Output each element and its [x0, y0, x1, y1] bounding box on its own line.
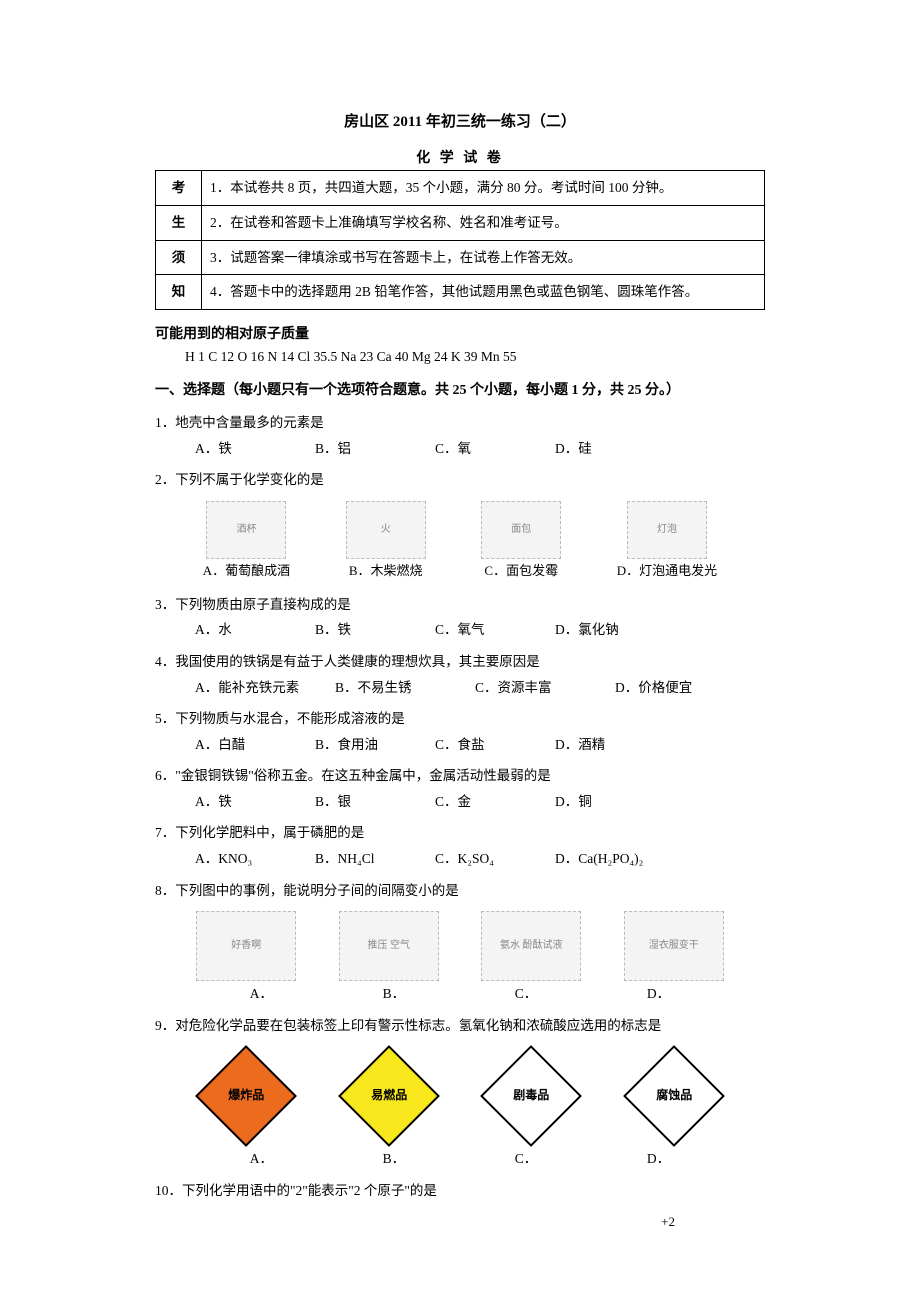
q1-stem: 1．地壳中含量最多的元素是 — [155, 412, 765, 434]
page-subtitle: 化 学 试 卷 — [416, 151, 504, 166]
page-partial: +2 — [155, 1212, 765, 1233]
q1-opt-a: A．铁 — [195, 438, 305, 460]
q6-opt-c: C．金 — [435, 791, 545, 813]
instr-line-1: 2．在试卷和答题卡上准确填写学校名称、姓名和准考证号。 — [202, 205, 765, 240]
q9-stem: 9．对危险化学品要在包装标签上印有警示性标志。氢氧化钠和浓硫酸应选用的标志是 — [155, 1015, 765, 1037]
q4-opt-b: B．不易生锈 — [335, 677, 465, 699]
q2-cap-d: D．灯泡通电发光 — [617, 561, 717, 582]
q8-img-d: 湿衣服变干 — [624, 911, 724, 981]
q2-stem: 2．下列不属于化学变化的是 — [155, 469, 765, 491]
q1-opt-b: B．铝 — [315, 438, 425, 460]
q4-stem: 4．我国使用的铁锅是有益于人类健康的理想炊具，其主要原因是 — [155, 651, 765, 673]
q6-stem: 6．"金银铜铁锡"俗称五金。在这五种金属中，金属活动性最弱的是 — [155, 765, 765, 787]
q3-opt-c: C．氧气 — [435, 619, 545, 641]
q2: 2．下列不属于化学变化的是 酒杯A．葡萄酿成酒 火B．木柴燃烧 面包C．面包发霉… — [155, 469, 765, 583]
q7-opt-a: A．KNO₃ — [195, 848, 305, 870]
q6-opt-d: D．铜 — [555, 791, 665, 813]
q8: 8．下列图中的事例，能说明分子间的间隔变小的是 好香啊 推压 空气 氨水 酚酞试… — [155, 880, 765, 1005]
q5-stem: 5．下列物质与水混合，不能形成溶液的是 — [155, 708, 765, 730]
q9-letter-c: C． — [515, 1148, 538, 1170]
q4: 4．我国使用的铁锅是有益于人类健康的理想炊具，其主要原因是 A．能补充铁元素 B… — [155, 651, 765, 698]
q2-img-b: 火 — [346, 501, 426, 559]
q3-opt-b: B．铁 — [315, 619, 425, 641]
q5-opt-c: C．食盐 — [435, 734, 545, 756]
q8-img-b: 推压 空气 — [339, 911, 439, 981]
q3: 3．下列物质由原子直接构成的是 A．水 B．铁 C．氧气 D．氯化钠 — [155, 594, 765, 641]
q4-opt-c: C．资源丰富 — [475, 677, 605, 699]
hazard-corrosive-icon: 腐蚀品 — [624, 1046, 724, 1146]
section1-head: 一、选择题（每小题只有一个选项符合题意。共 25 个小题，每小题 1 分，共 2… — [155, 380, 765, 402]
instr-line-0: 1．本试卷共 8 页，共四道大题，35 个小题，满分 80 分。考试时间 100… — [202, 171, 765, 206]
q2-cap-c: C．面包发霉 — [484, 561, 558, 582]
q2-img-c: 面包 — [481, 501, 561, 559]
q3-opt-a: A．水 — [195, 619, 305, 641]
hazard-toxic-icon: 剧毒品 — [481, 1046, 581, 1146]
q2-img-d: 灯泡 — [627, 501, 707, 559]
atomic-label: 可能用到的相对原子质量 — [155, 324, 765, 346]
q1-opt-d: D．硅 — [555, 438, 665, 460]
q6-opt-b: B．银 — [315, 791, 425, 813]
q7-opt-b: B．NH₄Cl — [315, 848, 425, 870]
hazard-explosive-icon: 爆炸品 — [196, 1046, 296, 1146]
atomic-values: H 1 C 12 O 16 N 14 Cl 35.5 Na 23 Ca 40 M… — [155, 346, 765, 368]
q6-opt-a: A．铁 — [195, 791, 305, 813]
q2-cap-b: B．木柴燃烧 — [349, 561, 423, 582]
vlabel-3: 知 — [156, 275, 202, 310]
hazard-flammable-icon: 易燃品 — [339, 1046, 439, 1146]
q3-opt-d: D．氯化钠 — [555, 619, 665, 641]
q8-letter-c: C． — [515, 983, 538, 1005]
q6: 6．"金银铜铁锡"俗称五金。在这五种金属中，金属活动性最弱的是 A．铁 B．银 … — [155, 765, 765, 812]
q7-opt-c: C．K₂SO₄ — [435, 848, 545, 870]
q10-stem: 10．下列化学用语中的"2"能表示"2 个原子"的是 — [155, 1180, 765, 1202]
q10: 10．下列化学用语中的"2"能表示"2 个原子"的是 — [155, 1180, 765, 1202]
q4-opt-d: D．价格便宜 — [615, 677, 745, 699]
instr-line-3: 4．答题卡中的选择题用 2B 铅笔作答，其他试题用黑色或蓝色钢笔、圆珠笔作答。 — [202, 275, 765, 310]
instr-line-2: 3．试题答案一律填涂或书写在答题卡上，在试卷上作答无效。 — [202, 240, 765, 275]
q5-opt-d: D．酒精 — [555, 734, 665, 756]
q5-opt-b: B．食用油 — [315, 734, 425, 756]
vlabel-0: 考 — [156, 171, 202, 206]
q9-letter-b: B． — [383, 1148, 406, 1170]
q2-img-a: 酒杯 — [206, 501, 286, 559]
q5-opt-a: A．白醋 — [195, 734, 305, 756]
q8-letter-d: D． — [647, 983, 670, 1005]
q9: 9．对危险化学品要在包装标签上印有警示性标志。氢氧化钠和浓硫酸应选用的标志是 爆… — [155, 1015, 765, 1170]
q8-letter-a: A． — [250, 983, 273, 1005]
q1: 1．地壳中含量最多的元素是 A．铁 B．铝 C．氧 D．硅 — [155, 412, 765, 459]
q2-cap-a: A．葡萄酿成酒 — [203, 561, 290, 582]
q7-stem: 7．下列化学肥料中，属于磷肥的是 — [155, 822, 765, 844]
q4-opt-a: A．能补充铁元素 — [195, 677, 325, 699]
q1-opt-c: C．氧 — [435, 438, 545, 460]
q3-stem: 3．下列物质由原子直接构成的是 — [155, 594, 765, 616]
q8-img-c: 氨水 酚酞试液 — [481, 911, 581, 981]
q8-letter-b: B． — [383, 983, 406, 1005]
page-title: 房山区 2011 年初三统一练习（二） — [155, 110, 765, 134]
q9-letter-d: D． — [647, 1148, 670, 1170]
q5: 5．下列物质与水混合，不能形成溶液的是 A．白醋 B．食用油 C．食盐 D．酒精 — [155, 708, 765, 755]
q8-img-a: 好香啊 — [196, 911, 296, 981]
vlabel-1: 生 — [156, 205, 202, 240]
q8-stem: 8．下列图中的事例，能说明分子间的间隔变小的是 — [155, 880, 765, 902]
q9-letter-a: A． — [250, 1148, 273, 1170]
instructions-table: 考 1．本试卷共 8 页，共四道大题，35 个小题，满分 80 分。考试时间 1… — [155, 170, 765, 309]
q7: 7．下列化学肥料中，属于磷肥的是 A．KNO₃ B．NH₄Cl C．K₂SO₄ … — [155, 822, 765, 869]
q7-opt-d: D．Ca(H₂PO₄)₂ — [555, 848, 665, 870]
vlabel-2: 须 — [156, 240, 202, 275]
